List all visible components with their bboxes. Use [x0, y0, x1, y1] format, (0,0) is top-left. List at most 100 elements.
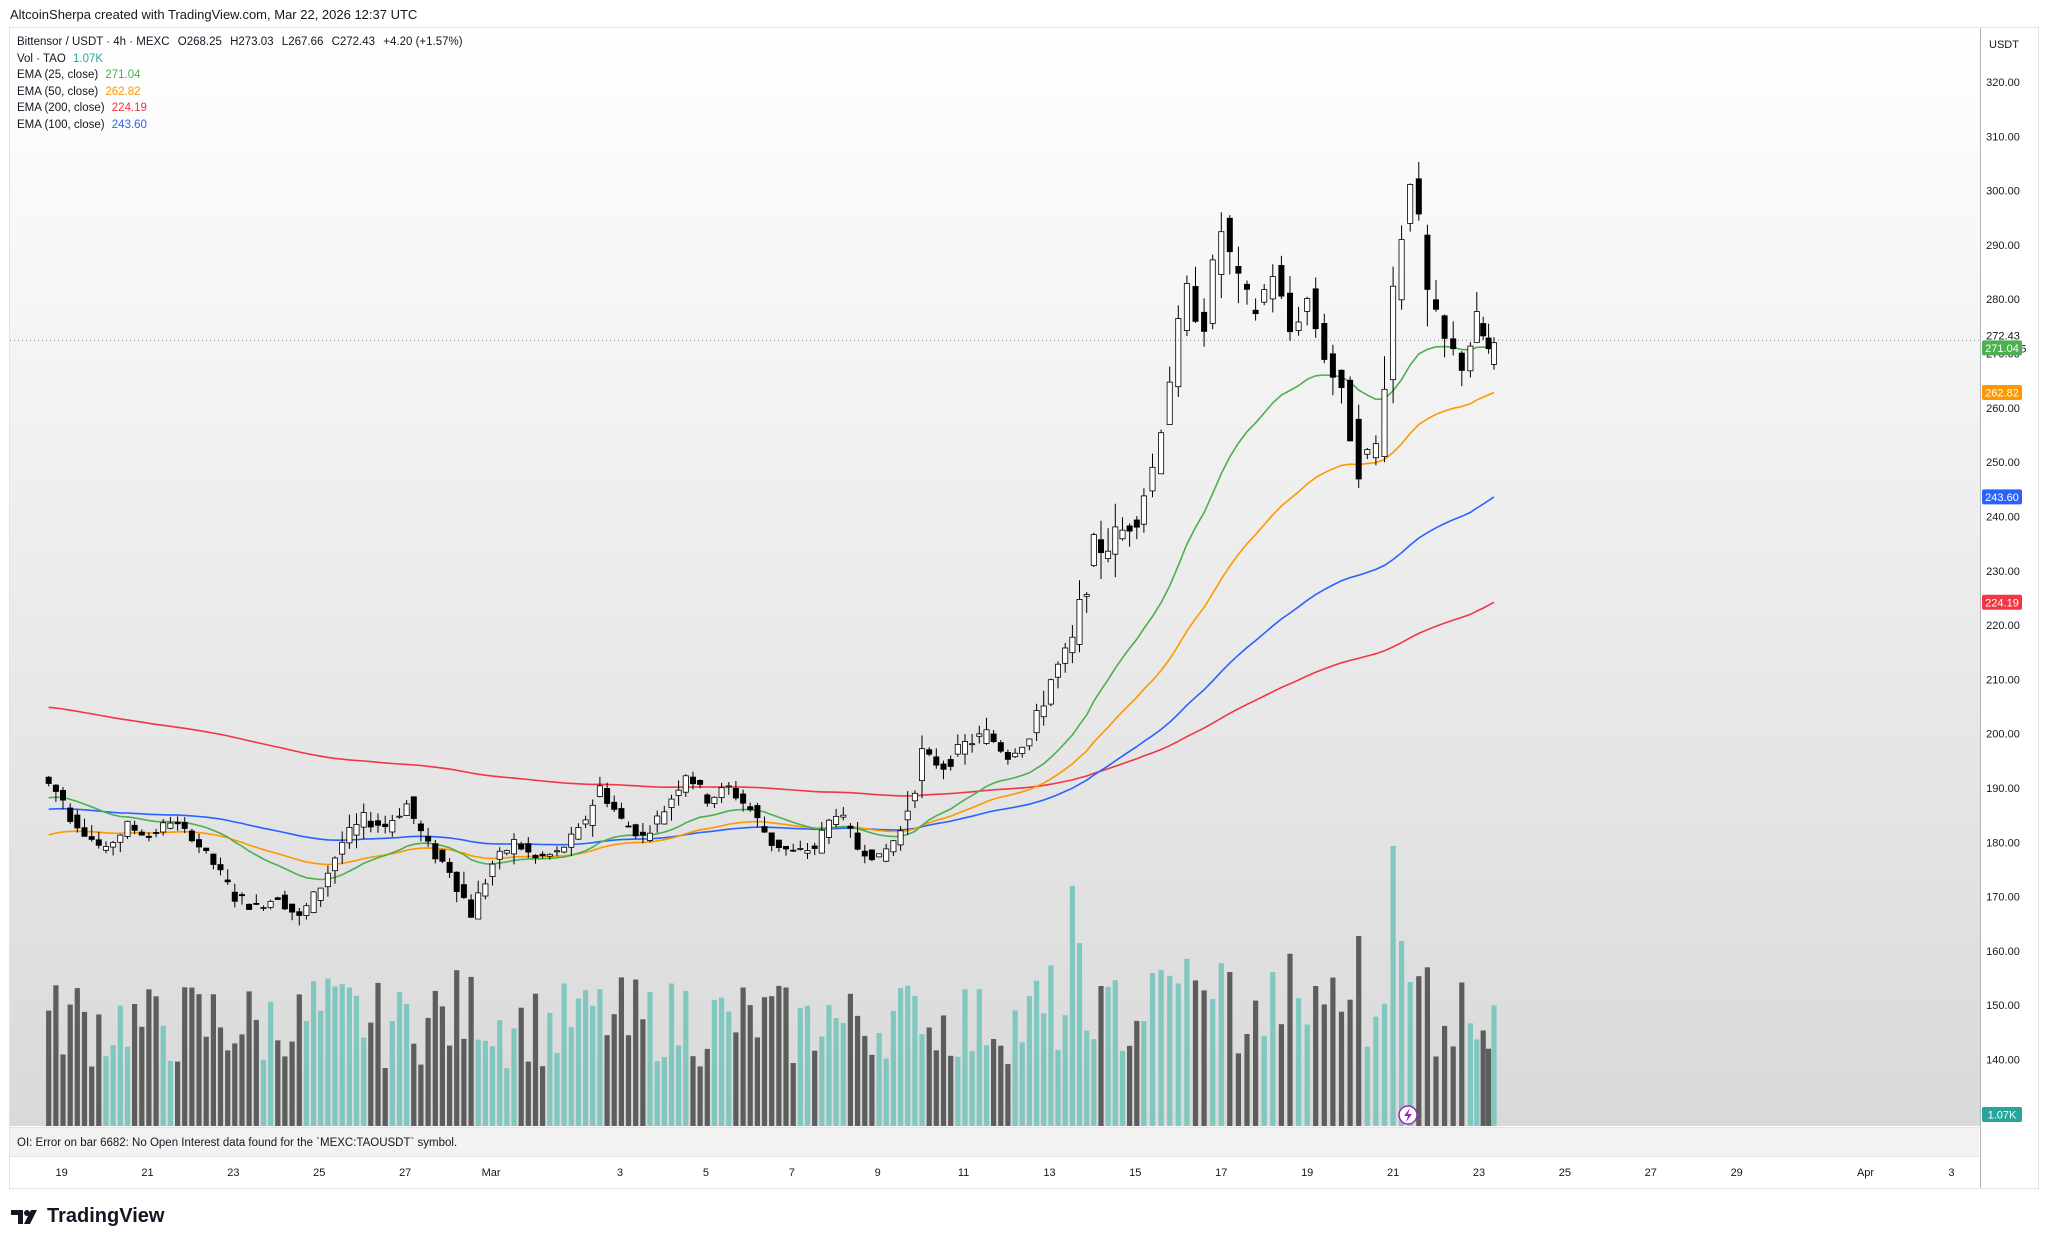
- candle: [496, 847, 503, 870]
- candle: [482, 878, 489, 900]
- candle: [317, 887, 324, 907]
- candle: [468, 894, 475, 918]
- volume-bar: [275, 1040, 281, 1126]
- candle: [1062, 642, 1069, 673]
- candle-body: [374, 820, 381, 826]
- currency-label[interactable]: USDT: [1989, 39, 2019, 51]
- candle: [740, 789, 747, 812]
- chart-pane[interactable]: [10, 28, 1980, 1126]
- volume-bar: [797, 1008, 803, 1126]
- candle: [475, 880, 482, 920]
- time-axis: 19 21 23 25 27 Mar 3 5 7 9 11 13 15 17 19 21 23 25 27 29 Apr…: [55, 1167, 1954, 1179]
- candle: [775, 839, 782, 852]
- candle-body: [682, 775, 689, 793]
- ema-lines: [48, 345, 1495, 881]
- tradingview-logo-text: TradingView: [47, 1205, 165, 1227]
- legend-volume-row[interactable]: Vol · TAO 1.07K: [17, 51, 468, 68]
- candle: [1026, 738, 1033, 751]
- candle: [539, 851, 546, 859]
- candle-body: [482, 883, 489, 897]
- candle: [138, 829, 145, 836]
- candle-body: [675, 789, 682, 796]
- candle: [826, 818, 833, 844]
- ema50-line[interactable]: [48, 391, 1495, 866]
- ema50-price-tag: 262.82: [1985, 388, 2019, 400]
- legend-ema100-row[interactable]: EMA (100, close) 243.60: [17, 117, 468, 134]
- candle-body: [1304, 298, 1311, 312]
- candle-body: [339, 841, 346, 855]
- candle-body: [153, 832, 160, 834]
- candle: [725, 782, 732, 795]
- candle-body: [145, 835, 152, 838]
- legend-ema200-value: 224.19: [111, 102, 147, 114]
- candle: [331, 856, 338, 884]
- ema25-line[interactable]: [48, 345, 1495, 881]
- candle: [1278, 255, 1285, 299]
- candle-body: [1083, 594, 1090, 597]
- volume-bar: [110, 1045, 116, 1126]
- candle-body: [1321, 322, 1328, 360]
- candle-body: [1076, 599, 1083, 645]
- volume-bar: [1227, 972, 1233, 1126]
- legend-ohlc-row[interactable]: Bittensor / USDT · 4h · MEXC O268.25 H27…: [17, 34, 468, 51]
- candle: [74, 809, 81, 833]
- price-tick-label: 210.00: [1986, 674, 2020, 686]
- volume-bar: [1459, 982, 1465, 1126]
- ema100-price-tag-bg: [1982, 489, 2022, 505]
- time-tick-label: 23: [227, 1167, 239, 1179]
- ema100-line[interactable]: [48, 496, 1495, 846]
- price-tick-label: 200.00: [1986, 729, 2020, 741]
- candle-body: [503, 850, 510, 854]
- volume-bar: [776, 985, 782, 1126]
- candle-body: [1491, 342, 1498, 365]
- candle-body: [761, 826, 768, 833]
- candle: [1158, 429, 1165, 475]
- candle-body: [253, 903, 260, 905]
- volume-bar: [525, 1061, 531, 1126]
- candle: [81, 818, 88, 837]
- candle: [1201, 298, 1208, 347]
- candle-body: [589, 804, 596, 826]
- candle-body: [1398, 239, 1405, 301]
- time-tick-label: 3: [617, 1167, 623, 1179]
- candle-body: [1098, 539, 1105, 554]
- legend-ema200-row[interactable]: EMA (200, close) 224.19: [17, 100, 468, 117]
- legend-ema25-row[interactable]: EMA (25, close) 271.04: [17, 67, 468, 84]
- volume-bar: [175, 1061, 181, 1126]
- lightning-icon[interactable]: [1398, 1105, 1418, 1125]
- volume-bar: [1192, 980, 1199, 1126]
- volume-bar: [804, 1005, 811, 1126]
- volume-bar: [1364, 1046, 1370, 1126]
- candle: [1261, 284, 1268, 306]
- candle-body: [1004, 752, 1011, 760]
- candle-body: [1033, 710, 1040, 734]
- candle-body: [346, 827, 353, 844]
- candle: [67, 803, 74, 824]
- legend-ema25-label: EMA (25, close): [17, 69, 99, 81]
- volume-bar: [146, 989, 152, 1126]
- volume-bar: [1313, 986, 1319, 1126]
- candle-body: [625, 825, 632, 828]
- ema200-line[interactable]: [48, 601, 1495, 797]
- volume-bar: [790, 1063, 796, 1126]
- candle-body: [990, 733, 997, 742]
- volume-bar: [991, 1039, 997, 1126]
- candle: [654, 810, 661, 833]
- candle-body: [468, 899, 475, 918]
- candle-body: [95, 839, 102, 846]
- legend-symbol[interactable]: Bittensor / USDT · 4h · MEXC: [17, 36, 170, 48]
- candle-body: [1149, 466, 1156, 492]
- candle: [954, 734, 961, 757]
- candle-body: [611, 801, 618, 810]
- chart-credit: AltcoinSherpa created with TradingView.c…: [10, 7, 418, 22]
- tradingview-logo[interactable]: TradingView: [11, 1205, 164, 1228]
- legend-ema50-row[interactable]: EMA (50, close) 262.82: [17, 84, 468, 101]
- volume-bar: [1201, 990, 1207, 1126]
- candle-body: [969, 743, 976, 746]
- candle-body: [1372, 443, 1379, 459]
- candle: [768, 832, 775, 852]
- candle-body: [267, 901, 274, 908]
- volume-bar: [862, 1035, 868, 1126]
- candle: [833, 808, 840, 828]
